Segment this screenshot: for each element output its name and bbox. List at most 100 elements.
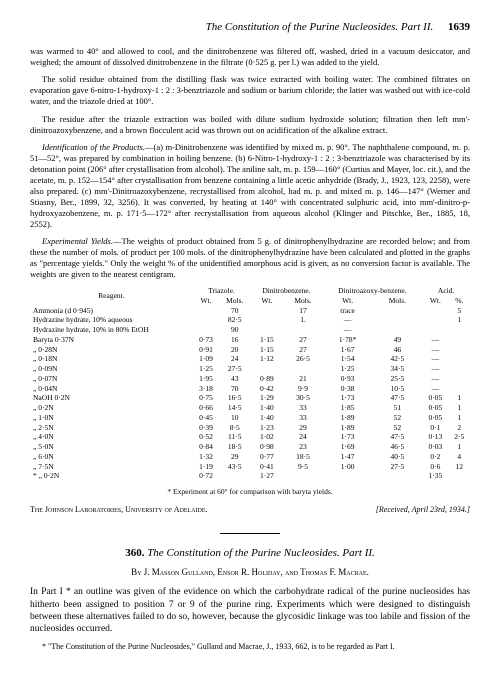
table-cell: Hydrazine hydrate, 10% aqueous xyxy=(30,315,193,325)
table-cell xyxy=(422,325,448,335)
table-cell: „ 0·28N xyxy=(30,345,193,355)
th-azoxy: Dinitroazoxy-benzene. xyxy=(323,286,423,296)
table-cell: 0·52 xyxy=(193,432,219,442)
table-row: „ 7·5N1·1943·50·419·51·0027·50·612 xyxy=(30,462,470,472)
table-cell: 0·2 xyxy=(422,452,448,462)
table-footnote: * Experiment at 60° for comparison with … xyxy=(30,487,470,497)
table-cell: 49 xyxy=(373,335,423,345)
table-cell xyxy=(193,306,219,316)
table-cell: 20 xyxy=(219,345,250,355)
table-cell: 70 xyxy=(219,384,250,394)
th-pct: %. xyxy=(449,296,470,306)
table-cell xyxy=(449,325,470,335)
table-cell: 1·89 xyxy=(323,423,373,433)
table-row: „ 0·28N0·91201·15271·6746— xyxy=(30,345,470,355)
table-cell: „ 0·18N xyxy=(30,354,193,364)
table-cell: 46·5 xyxy=(373,442,423,452)
table-cell xyxy=(323,471,373,481)
table-cell: „ 5·0N xyxy=(30,442,193,452)
table-cell: 4 xyxy=(449,452,470,462)
table-row: „ 6·0N1·32290·7718·51·4740·50·24 xyxy=(30,452,470,462)
table-cell: 1 xyxy=(449,403,470,413)
article-footnote: * "The Constitution of the Purine Nucleo… xyxy=(30,642,470,652)
th-mols: Mols. xyxy=(283,296,322,306)
table-cell: 16·5 xyxy=(219,393,250,403)
th-wt: Wt. xyxy=(422,296,448,306)
table-cell: 0·03 xyxy=(422,442,448,452)
table-cell: 33 xyxy=(283,403,322,413)
table-cell: 0·05 xyxy=(422,403,448,413)
table-cell: 9·9 xyxy=(283,384,322,394)
table-cell xyxy=(193,315,219,325)
th-triazole: Triazole. xyxy=(193,286,251,296)
table-cell xyxy=(283,471,322,481)
table-cell: trace xyxy=(323,306,373,316)
table-cell: 0·05 xyxy=(422,413,448,423)
th-dinitro: Dinitrobenzene. xyxy=(250,286,322,296)
table-cell: 26·5 xyxy=(283,354,322,364)
table-cell xyxy=(373,325,423,335)
table-cell: 9·5 xyxy=(283,462,322,472)
table-cell: — xyxy=(323,325,373,335)
table-cell: 10 xyxy=(219,413,250,423)
table-cell: 11·5 xyxy=(219,432,250,442)
table-cell: Ammonia (d 0·945) xyxy=(30,306,193,316)
table-cell: 0·72 xyxy=(193,471,219,481)
table-cell: „ 2·5N xyxy=(30,423,193,433)
para-2: The solid residue obtained from the dist… xyxy=(30,74,470,107)
table-row: Hydrazine hydrate, 10% in 80% EtOH90— xyxy=(30,325,470,335)
table-cell xyxy=(373,315,423,325)
header-title: The Constitution of the Purine Nucleosid… xyxy=(206,21,434,33)
table-cell: 1·78* xyxy=(323,335,373,345)
para-4-label: Identification of the Products. xyxy=(42,142,145,152)
table-cell xyxy=(449,471,470,481)
table-cell: 1·15 xyxy=(250,335,283,345)
table-cell: 3·18 xyxy=(193,384,219,394)
article-number: 360. xyxy=(125,547,144,559)
table-cell: 70 xyxy=(219,306,250,316)
table-cell: 14·5 xyxy=(219,403,250,413)
para-5: Experimental Yields.—The weights of prod… xyxy=(30,236,470,280)
table-cell xyxy=(449,354,470,364)
table-cell: 8·5 xyxy=(219,423,250,433)
table-cell: 1·19 xyxy=(193,462,219,472)
table-cell: 1·85 xyxy=(323,403,373,413)
table-row: „ 2·5N0·398·51·23291·89520·12 xyxy=(30,423,470,433)
table-cell: 1. xyxy=(283,315,322,325)
table-cell: 21 xyxy=(283,374,322,384)
table-cell: 0·41 xyxy=(250,462,283,472)
article-title-text: The Constitution of the Purine Nucleosid… xyxy=(147,547,375,559)
table-cell: „ 0·09N xyxy=(30,364,193,374)
table-cell: 27 xyxy=(283,345,322,355)
table-cell: 27·5 xyxy=(219,364,250,374)
table-cell: 0·73 xyxy=(193,335,219,345)
table-cell xyxy=(422,306,448,316)
table-cell: 1·29 xyxy=(250,393,283,403)
article-title: 360. The Constitution of the Purine Nucl… xyxy=(30,546,470,560)
table-cell: 1·47 xyxy=(323,452,373,462)
table-cell: 1·40 xyxy=(250,403,283,413)
table-cell: 23 xyxy=(283,442,322,452)
table-cell: * „ 0·2N xyxy=(30,471,193,481)
para-4: Identification of the Products.—(a) m-Di… xyxy=(30,142,470,230)
affiliation-line: The Johnson Laboratories, University of … xyxy=(30,505,470,515)
table-cell: 12 xyxy=(449,462,470,472)
table-cell xyxy=(422,315,448,325)
table-cell: 1 xyxy=(449,413,470,423)
table-cell: 46 xyxy=(373,345,423,355)
article-authors: By J. Masson Gulland, Ensor R. Holiday, … xyxy=(30,567,470,579)
th-acid: Acid. xyxy=(422,286,470,296)
table-cell: 16 xyxy=(219,335,250,345)
table-cell xyxy=(219,471,250,481)
table-cell: 25·5 xyxy=(373,374,423,384)
table-cell: 0·39 xyxy=(193,423,219,433)
table-cell: 1·15 xyxy=(250,345,283,355)
article-body: In Part I * an outline was given of the … xyxy=(30,586,470,635)
table-cell: 18·5 xyxy=(219,442,250,452)
table-row: „ 0·09N1·2527·51·2534·5— xyxy=(30,364,470,374)
table-cell: 33 xyxy=(283,413,322,423)
page-number: 1639 xyxy=(448,21,470,33)
table-cell: 0·84 xyxy=(193,442,219,452)
table-cell: 1·12 xyxy=(250,354,283,364)
table-cell: 0·75 xyxy=(193,393,219,403)
